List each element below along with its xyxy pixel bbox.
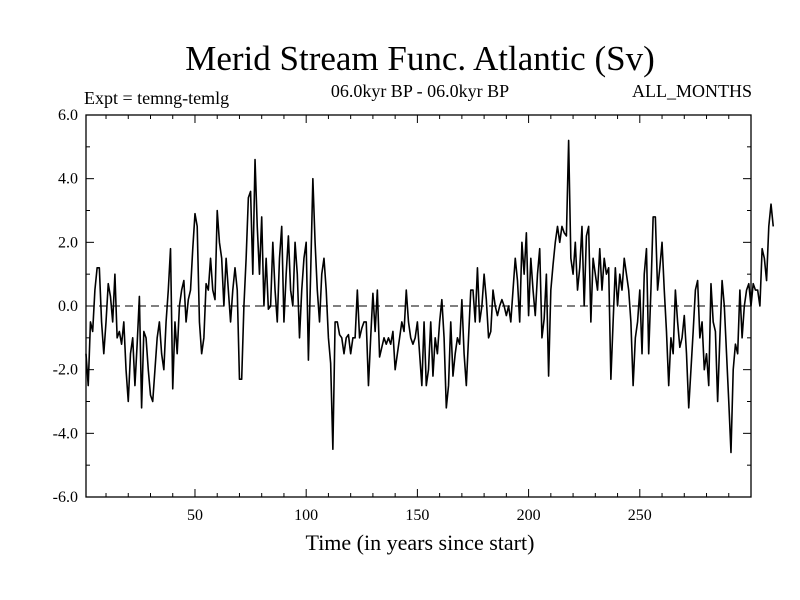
x-tick-label: 150 xyxy=(405,507,429,524)
y-tick-label: 2.0 xyxy=(58,234,78,251)
x-tick-label: 100 xyxy=(294,507,318,524)
x-tick-label: 200 xyxy=(517,507,541,524)
x-axis-label: Time (in years since start) xyxy=(306,530,535,555)
y-tick-label: 6.0 xyxy=(58,107,78,124)
subtitle-experiment: Expt = temng-temlg xyxy=(84,88,229,108)
subtitle-period: 06.0kyr BP - 06.0kyr BP xyxy=(331,81,509,101)
y-tick-label: -6.0 xyxy=(53,489,78,506)
series-line xyxy=(85,139,775,454)
subtitle-months: ALL_MONTHS xyxy=(632,81,752,101)
x-tick-label: 250 xyxy=(628,507,652,524)
y-tick-label: 0.0 xyxy=(58,298,78,315)
y-tick-label: 4.0 xyxy=(58,171,78,188)
y-tick-label: -2.0 xyxy=(53,362,78,379)
x-tick-label: 50 xyxy=(187,507,203,524)
chart-title: Merid Stream Func. Atlantic (Sv) xyxy=(185,39,655,78)
y-tick-label: -4.0 xyxy=(53,425,78,442)
